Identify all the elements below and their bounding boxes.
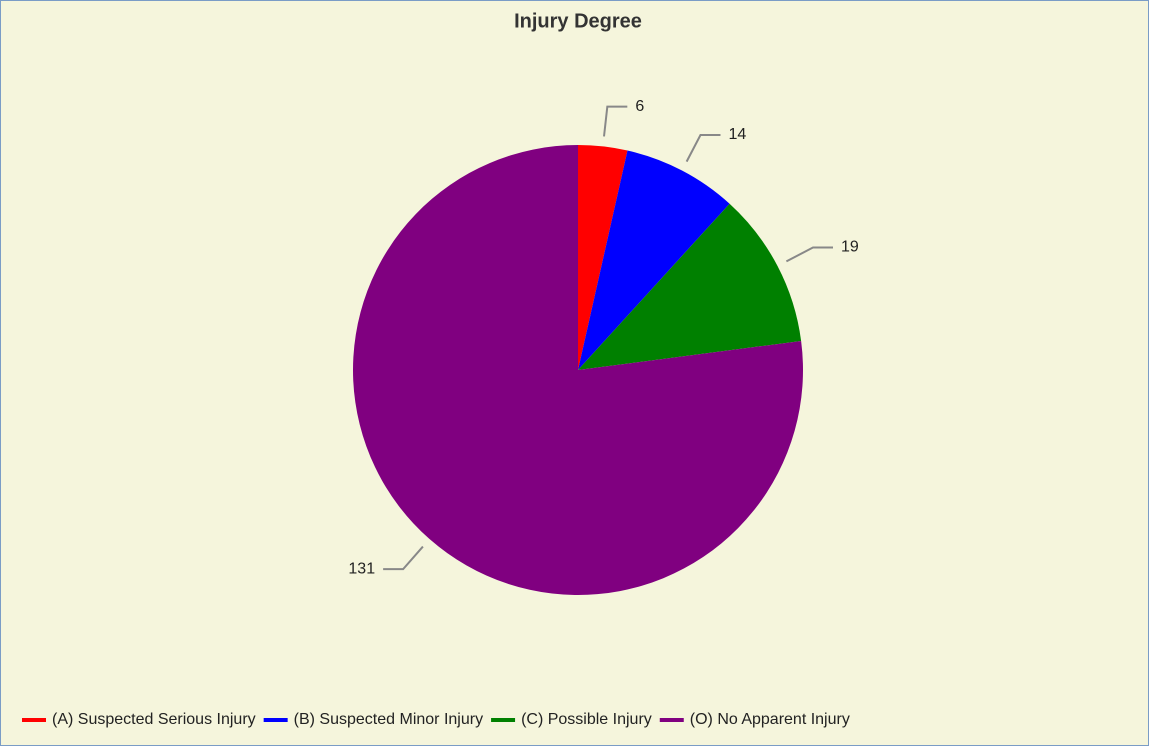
data-label: 6: [635, 98, 644, 115]
leader-line: [685, 134, 721, 163]
legend-label: (O) No Apparent Injury: [690, 711, 850, 728]
data-label: 131: [348, 560, 375, 577]
data-label: 14: [728, 126, 746, 143]
data-label: 19: [841, 239, 859, 256]
leader-line: [383, 545, 424, 571]
legend-label: (A) Suspected Serious Injury: [52, 711, 256, 728]
leader-line: [785, 246, 833, 263]
chart-title: Injury Degree: [514, 10, 642, 32]
leader-line: [603, 105, 628, 137]
pie-slice: [578, 203, 802, 370]
pie-slice: [353, 145, 803, 595]
legend-label: (C) Possible Injury: [521, 711, 652, 728]
legend-label: (B) Suspected Minor Injury: [294, 711, 483, 728]
pie-slice: [578, 145, 628, 370]
pie-slice: [578, 150, 730, 370]
